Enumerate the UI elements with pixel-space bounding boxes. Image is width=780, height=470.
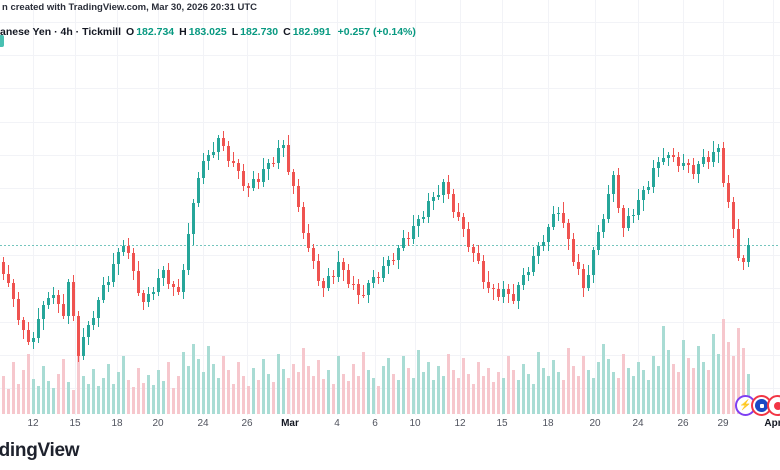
low-label: L (231, 26, 239, 38)
symbol-info-bar: anese Yen · 4h · Tickmill O 182.734 H 18… (0, 26, 416, 38)
time-tick-label: 12 (454, 418, 466, 429)
lightning-bolt-glyph: ⚡ (739, 399, 752, 411)
record-dot-glyph (773, 401, 780, 410)
time-tick-label: 24 (632, 418, 644, 429)
time-tick-label: 6 (372, 418, 378, 429)
close-value: 182.991 (292, 26, 331, 38)
blue-disc-glyph (755, 399, 768, 412)
tradingview-logo[interactable]: TradingView (0, 440, 80, 461)
time-tick-label: 29 (717, 418, 729, 429)
time-tick-label: 18 (542, 418, 554, 429)
time-tick-label: 15 (69, 418, 81, 429)
high-value: 183.025 (188, 26, 227, 38)
time-tick-label: Mar (281, 418, 299, 429)
time-tick-label: 26 (677, 418, 689, 429)
time-tick-label: 18 (111, 418, 123, 429)
symbol-name: anese Yen · 4h · Tickmill (0, 26, 122, 38)
time-tick-label: 15 (496, 418, 508, 429)
change-value: +0.257 (+0.14%) (337, 26, 416, 38)
time-tick-label: Apr (764, 418, 780, 429)
attribution-text: n created with TradingView.com, Mar 30, … (2, 2, 258, 13)
time-tick-label: 10 (409, 418, 421, 429)
high-label: H (179, 26, 187, 38)
open-label: O (126, 26, 135, 38)
reaction-icons-group: ⚡ (735, 395, 780, 416)
time-tick-label: 4 (334, 418, 340, 429)
low-value: 182.730 (240, 26, 279, 38)
record-dot-icon[interactable] (767, 395, 780, 416)
open-value: 182.734 (136, 26, 175, 38)
time-tick-label: 20 (589, 418, 601, 429)
close-label: C (283, 26, 291, 38)
time-tick-label: 12 (27, 418, 39, 429)
clipped-indicator-fragment (0, 35, 4, 47)
time-axis[interactable]: 12 15 18 20 24 26 Mar 4 6 10 12 15 18 20 24 26 29 Apr (0, 417, 780, 433)
time-tick-label: 26 (241, 418, 253, 429)
time-tick-label: 20 (152, 418, 164, 429)
time-tick-label: 24 (197, 418, 209, 429)
